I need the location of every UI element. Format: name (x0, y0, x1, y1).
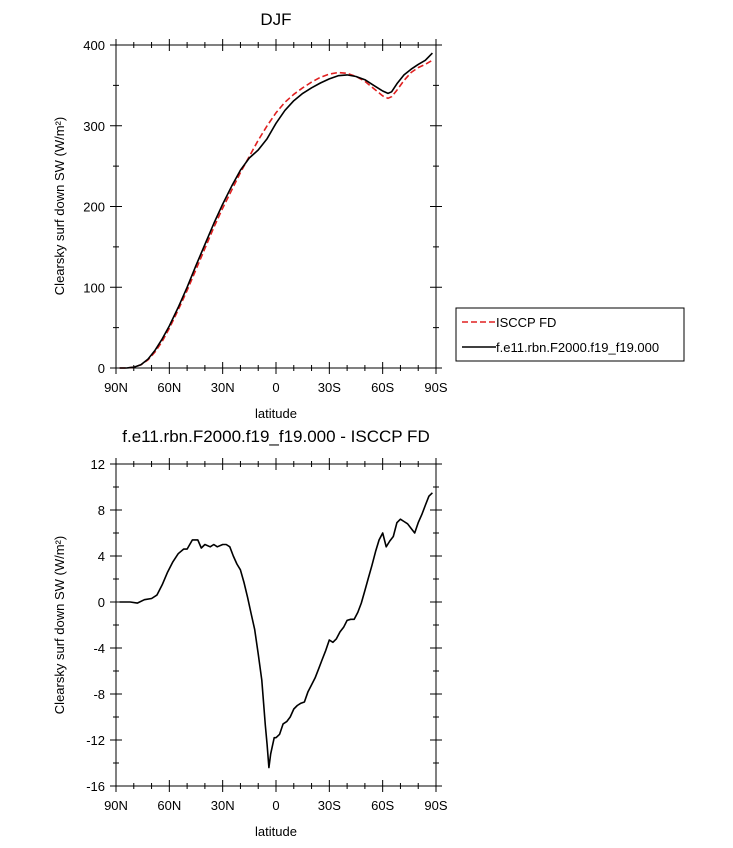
top-y-tick-label: 200 (83, 200, 105, 215)
bottom-y-axis-label: Clearsky surf down SW (W/m²) (52, 536, 67, 714)
top-x-tick-label: 0 (272, 380, 279, 395)
bottom-series-line-difference (119, 492, 433, 769)
legend-box (455, 307, 685, 362)
top-y-tick-label: 400 (83, 38, 105, 53)
bottom-y-tick-label: 0 (98, 595, 105, 610)
top-x-tick-label: 30S (318, 380, 341, 395)
bottom-x-tick-label: 30N (211, 798, 235, 813)
top-x-axis-label: latitude (255, 406, 297, 421)
top-x-tick-label: 60S (371, 380, 394, 395)
legend-label-isccp: ISCCP FD (496, 315, 556, 330)
top-chart-title: DJF (260, 10, 291, 29)
top-y-tick-label: 300 (83, 119, 105, 134)
bottom-y-tick-label: -8 (93, 687, 105, 702)
top-x-tick-label: 30N (211, 380, 235, 395)
bottom-panel: f.e11.rbn.F2000.f19_f19.000 - ISCCP FD 9… (52, 427, 448, 839)
bottom-y-tick-label: -4 (93, 641, 105, 656)
bottom-x-tick-label: 60S (371, 798, 394, 813)
top-series-line-isccp-fd (119, 59, 433, 369)
top-x-tick-label: 90N (104, 380, 128, 395)
bottom-x-axis-label: latitude (255, 824, 297, 839)
bottom-x-tick-label: 60N (157, 798, 181, 813)
top-x-tick-label: 60N (157, 380, 181, 395)
bottom-x-tick-label: 90N (104, 798, 128, 813)
top-panel: DJF 90N 60N 30N 0 30S 60S 90S 0 100 200 300 400 lat… (52, 10, 448, 421)
bottom-y-tick-label: -12 (86, 733, 105, 748)
top-y-tick-label: 0 (98, 361, 105, 376)
legend: ISCCP FD f.e11.rbn.F2000.f19_f19.000 (455, 307, 685, 362)
legend-label-model: f.e11.rbn.F2000.f19_f19.000 (496, 340, 659, 355)
top-x-tick-label: 90S (424, 380, 447, 395)
bottom-x-tick-label: 30S (318, 798, 341, 813)
bottom-y-tick-label: 8 (98, 503, 105, 518)
bottom-y-tick-label: -16 (86, 779, 105, 794)
bottom-chart-title: f.e11.rbn.F2000.f19_f19.000 - ISCCP FD (122, 427, 429, 446)
top-y-axis-label: Clearsky surf down SW (W/m²) (52, 117, 67, 295)
bottom-y-tick-label: 4 (98, 549, 105, 564)
bottom-x-tick-label: 90S (424, 798, 447, 813)
top-series-line-f-e11-rbn-f2000-f19-f19-000 (119, 52, 433, 369)
top-y-tick-label: 100 (83, 280, 105, 295)
bottom-x-tick-label: 0 (272, 798, 279, 813)
bottom-y-tick-label: 12 (91, 457, 105, 472)
